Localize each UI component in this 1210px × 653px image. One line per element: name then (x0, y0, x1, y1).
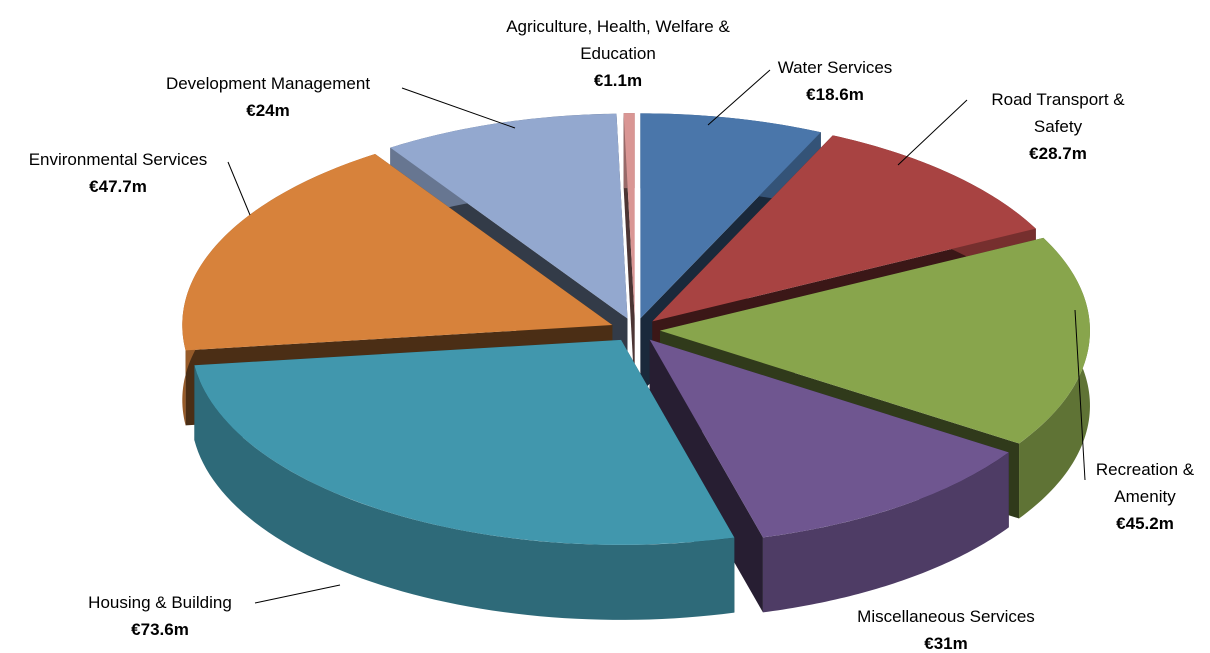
category-name: Agriculture, Health, Welfare & Education (506, 17, 730, 63)
leader-line (227, 161, 251, 216)
category-name: Road Transport & Safety (991, 90, 1125, 136)
slice (649, 339, 1009, 613)
value-label: €45.2m (1116, 514, 1174, 533)
slice-top (652, 135, 1036, 322)
category-name: Water Services (777, 58, 893, 77)
value-label: €1.1m (593, 71, 643, 90)
value-label: €28.7m (1029, 144, 1087, 163)
value-label: €73.6m (131, 620, 189, 639)
value-label: €18.6m (806, 85, 864, 104)
slice-label: Housing & Building €73.6m (60, 589, 260, 643)
slice (194, 339, 735, 620)
slice-label: Agriculture, Health, Welfare & Education… (483, 13, 753, 94)
slice-top (182, 154, 613, 351)
slice-side (649, 339, 763, 613)
slice-label: Miscellaneous Services €31m (826, 603, 1066, 653)
category-name: Environmental Services (28, 150, 208, 169)
leader-line (401, 87, 516, 129)
leader-line (897, 99, 968, 166)
category-name: Development Management (165, 74, 371, 93)
slice-label: Environmental Services €47.7m (0, 146, 238, 200)
slice-top (640, 113, 821, 319)
value-label: €31m (924, 634, 968, 653)
slice-top (623, 113, 635, 319)
slice-label: Development Management €24m (128, 70, 408, 124)
slice (623, 113, 635, 394)
leader-line (1074, 309, 1086, 481)
slice-wall (762, 452, 1009, 613)
slice-label: Water Services €18.6m (735, 54, 935, 108)
slice-label: Recreation & Amenity €45.2m (1090, 456, 1200, 537)
value-label: €47.7m (89, 177, 147, 196)
category-name: Recreation & Amenity (1095, 460, 1195, 506)
slice-wall (194, 365, 735, 620)
slice-label: Road Transport & Safety €28.7m (978, 86, 1138, 167)
leader-line (707, 69, 771, 126)
category-name: Housing & Building (88, 593, 232, 612)
slice-top (649, 339, 1009, 538)
slice-top (194, 339, 735, 545)
slice-top (390, 113, 628, 319)
value-label: €24m (246, 101, 290, 120)
leader-line (254, 584, 341, 604)
category-name: Miscellaneous Services (857, 607, 1035, 626)
slice-top (659, 237, 1090, 444)
